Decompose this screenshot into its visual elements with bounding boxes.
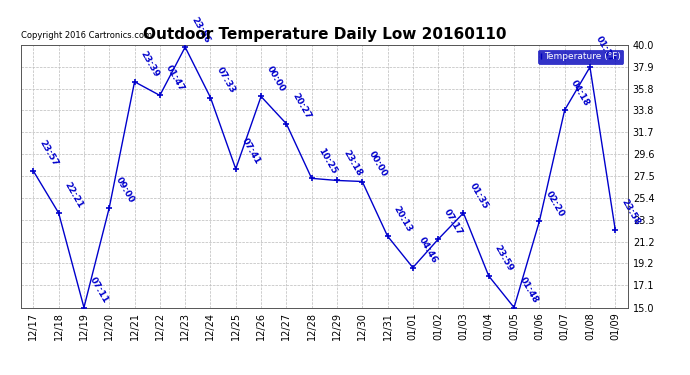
Text: 04:18: 04:18 <box>569 78 591 107</box>
Text: 00:00: 00:00 <box>265 65 287 94</box>
Text: Copyright 2016 Cartronics.com: Copyright 2016 Cartronics.com <box>21 31 152 40</box>
Text: 23:58: 23:58 <box>620 198 642 227</box>
Text: 01:17: 01:17 <box>594 35 616 64</box>
Text: 01:48: 01:48 <box>518 275 540 305</box>
Text: 01:35: 01:35 <box>468 181 490 210</box>
Text: 23:56: 23:56 <box>189 15 211 44</box>
Text: 07:33: 07:33 <box>215 65 237 95</box>
Legend: Temperature (°F): Temperature (°F) <box>538 50 623 64</box>
Text: 04:46: 04:46 <box>417 236 440 265</box>
Text: 02:20: 02:20 <box>544 189 566 219</box>
Text: 20:27: 20:27 <box>290 92 313 121</box>
Text: 20:13: 20:13 <box>392 204 414 233</box>
Text: 07:11: 07:11 <box>88 275 110 305</box>
Text: 23:39: 23:39 <box>139 50 161 79</box>
Text: 07:41: 07:41 <box>240 137 262 166</box>
Text: 23:59: 23:59 <box>493 244 515 273</box>
Text: 00:00: 00:00 <box>366 150 388 179</box>
Text: 22:21: 22:21 <box>63 181 85 210</box>
Text: 01:47: 01:47 <box>164 63 186 93</box>
Text: 07:17: 07:17 <box>442 207 464 237</box>
Title: Outdoor Temperature Daily Low 20160110: Outdoor Temperature Daily Low 20160110 <box>143 27 506 42</box>
Text: 10:25: 10:25 <box>316 146 338 176</box>
Text: 09:00: 09:00 <box>113 176 135 205</box>
Text: 23:57: 23:57 <box>37 139 60 168</box>
Text: 23:18: 23:18 <box>341 148 363 178</box>
